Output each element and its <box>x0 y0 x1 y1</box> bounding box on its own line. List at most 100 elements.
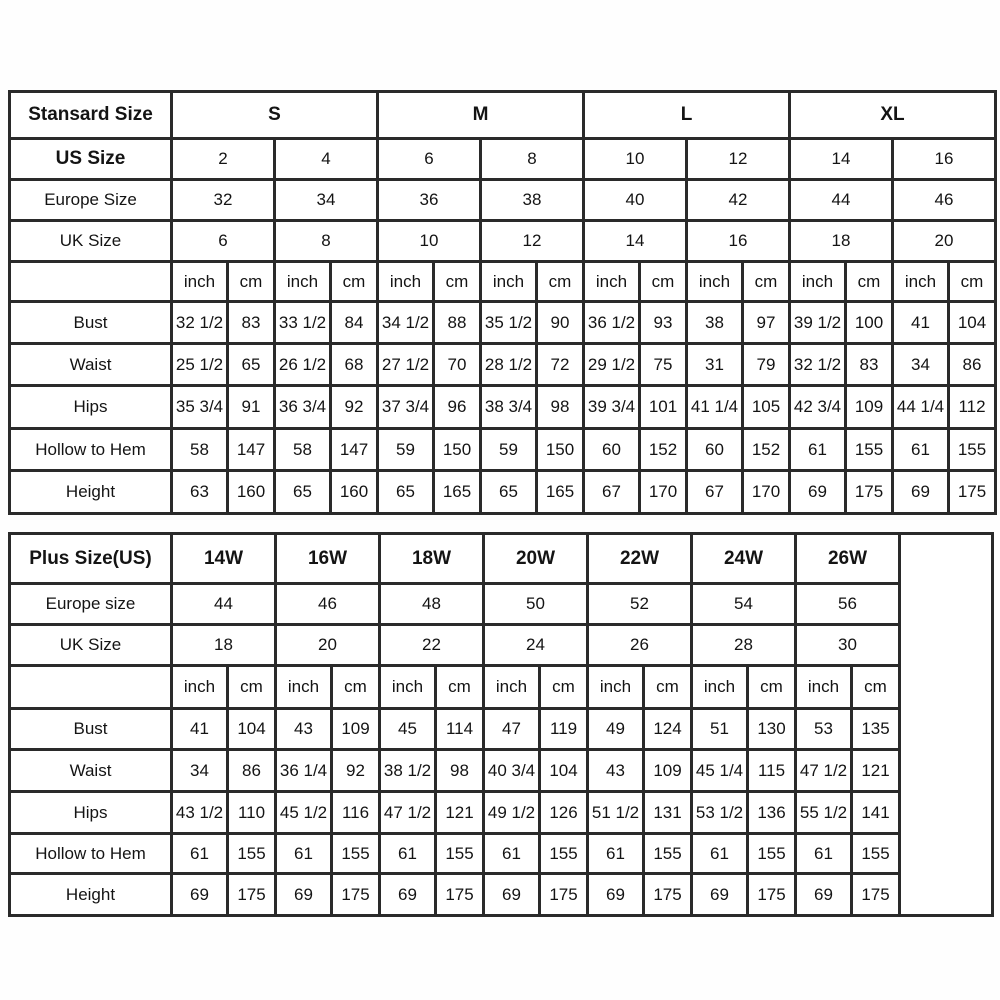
row-label: Waist <box>8 748 173 793</box>
size-group-cell: 22W <box>586 532 693 585</box>
measurement-cell: 104 <box>226 707 277 751</box>
size-value-cell: 54 <box>690 582 797 626</box>
measurement-cell: 69 <box>170 872 229 917</box>
measurement-cell: 152 <box>741 427 791 472</box>
measurement-cell: 155 <box>947 427 997 472</box>
measurement-cell: 165 <box>535 469 585 515</box>
size-value-cell: 8 <box>273 219 379 263</box>
measurement-cell: 63 <box>170 469 229 515</box>
measurement-cell: 41 1/4 <box>685 384 744 430</box>
size-value-cell: 44 <box>170 582 277 626</box>
measurement-cell: 61 <box>482 832 541 875</box>
measurement-cell: 70 <box>432 342 482 387</box>
unit-inch-cell: inch <box>170 260 229 303</box>
measurement-cell: 29 1/2 <box>582 342 641 387</box>
measurement-cell: 36 1/2 <box>582 300 641 345</box>
size-value-cell: 12 <box>685 137 791 181</box>
measurement-cell: 97 <box>741 300 791 345</box>
unit-cm-cell: cm <box>432 260 482 303</box>
row-label-empty <box>8 260 173 303</box>
measurement-cell: 69 <box>378 872 437 917</box>
measurement-cell: 119 <box>538 707 589 751</box>
measurement-cell: 51 1/2 <box>586 790 645 835</box>
measurement-cell: 69 <box>794 872 853 917</box>
size-value-cell: 18 <box>170 623 277 667</box>
size-value-cell: 42 <box>685 178 791 222</box>
unit-cm-cell: cm <box>844 260 894 303</box>
size-value-cell: 46 <box>891 178 997 222</box>
measurement-cell: 131 <box>642 790 693 835</box>
size-value-cell: 34 <box>273 178 379 222</box>
unit-inch-cell: inch <box>378 664 437 710</box>
measurement-cell: 115 <box>746 748 797 793</box>
row-label: Hips <box>8 384 173 430</box>
row-label: UK Size <box>8 623 173 667</box>
row-label: Bust <box>8 300 173 345</box>
measurement-cell: 124 <box>642 707 693 751</box>
size-value-cell: 10 <box>582 137 688 181</box>
measurement-cell: 147 <box>226 427 276 472</box>
unit-inch-cell: inch <box>891 260 950 303</box>
measurement-cell: 110 <box>226 790 277 835</box>
measurement-cell: 93 <box>638 300 688 345</box>
unit-inch-cell: inch <box>479 260 538 303</box>
measurement-cell: 83 <box>226 300 276 345</box>
measurement-cell: 175 <box>746 872 797 917</box>
measurement-cell: 61 <box>794 832 853 875</box>
measurement-cell: 60 <box>685 427 744 472</box>
measurement-cell: 101 <box>638 384 688 430</box>
measurement-cell: 92 <box>329 384 379 430</box>
unit-inch-cell: inch <box>685 260 744 303</box>
size-value-cell: 18 <box>788 219 894 263</box>
measurement-cell: 150 <box>432 427 482 472</box>
measurement-cell: 65 <box>273 469 332 515</box>
measurement-cell: 150 <box>535 427 585 472</box>
measurement-cell: 155 <box>850 832 901 875</box>
measurement-cell: 116 <box>330 790 381 835</box>
unit-inch-cell: inch <box>170 664 229 710</box>
size-value-cell: 52 <box>586 582 693 626</box>
measurement-cell: 91 <box>226 384 276 430</box>
size-value-cell: 36 <box>376 178 482 222</box>
size-group-cell: 24W <box>690 532 797 585</box>
measurement-cell: 155 <box>844 427 894 472</box>
size-group-cell: S <box>170 90 379 140</box>
size-group-cell: L <box>582 90 791 140</box>
measurement-cell: 47 <box>482 707 541 751</box>
measurement-cell: 100 <box>844 300 894 345</box>
measurement-cell: 104 <box>947 300 997 345</box>
unit-cm-cell: cm <box>741 260 791 303</box>
measurement-cell: 45 1/2 <box>274 790 333 835</box>
size-value-cell: 16 <box>685 219 791 263</box>
measurement-cell: 43 <box>274 707 333 751</box>
unit-inch-cell: inch <box>794 664 853 710</box>
measurement-cell: 55 1/2 <box>794 790 853 835</box>
unit-cm-cell: cm <box>746 664 797 710</box>
measurement-cell: 59 <box>479 427 538 472</box>
measurement-cell: 105 <box>741 384 791 430</box>
measurement-cell: 83 <box>844 342 894 387</box>
measurement-cell: 112 <box>947 384 997 430</box>
measurement-cell: 88 <box>432 300 482 345</box>
size-group-cell: 16W <box>274 532 381 585</box>
measurement-cell: 79 <box>741 342 791 387</box>
measurement-cell: 160 <box>329 469 379 515</box>
measurement-cell: 32 1/2 <box>170 300 229 345</box>
measurement-cell: 59 <box>376 427 435 472</box>
measurement-cell: 175 <box>330 872 381 917</box>
measurement-cell: 27 1/2 <box>376 342 435 387</box>
row-label: Bust <box>8 707 173 751</box>
measurement-cell: 141 <box>850 790 901 835</box>
row-label: US Size <box>8 137 173 181</box>
measurement-cell: 155 <box>538 832 589 875</box>
measurement-cell: 155 <box>642 832 693 875</box>
size-value-cell: 24 <box>482 623 589 667</box>
measurement-cell: 61 <box>170 832 229 875</box>
measurement-cell: 155 <box>330 832 381 875</box>
size-value-cell: 40 <box>582 178 688 222</box>
unit-inch-cell: inch <box>582 260 641 303</box>
size-value-cell: 20 <box>274 623 381 667</box>
measurement-cell: 65 <box>479 469 538 515</box>
unit-cm-cell: cm <box>330 664 381 710</box>
measurement-cell: 72 <box>535 342 585 387</box>
